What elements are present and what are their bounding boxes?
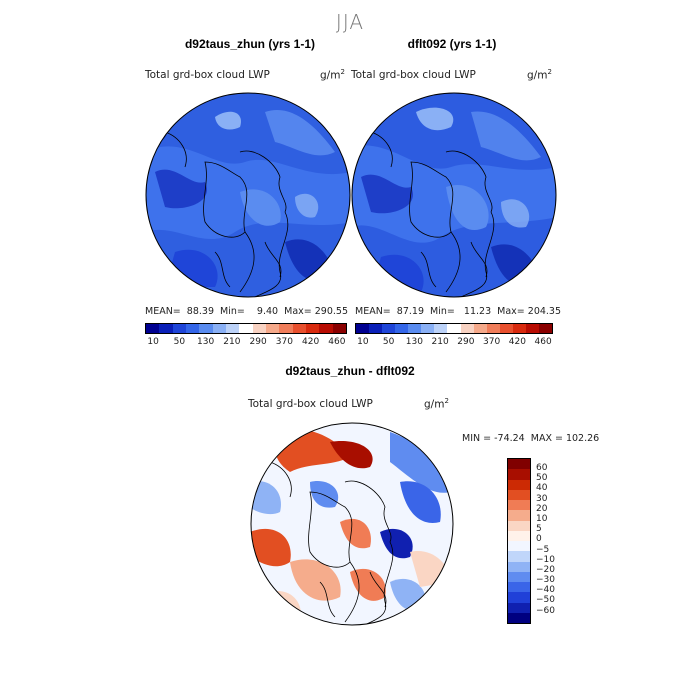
tick-label: 210 xyxy=(223,337,241,347)
diff-border xyxy=(250,422,454,626)
panel-2-map xyxy=(351,92,557,298)
tick-label: 420 xyxy=(302,337,320,347)
panel-1-unit: g/m2 xyxy=(320,68,345,82)
diff-map xyxy=(250,422,454,626)
panel-2-unit: g/m2 xyxy=(527,68,552,82)
diff-colorbar xyxy=(507,458,531,624)
tick-label: 290 xyxy=(457,337,475,347)
diff-title: d92taus_zhun - dflt092 xyxy=(285,364,415,378)
tick-label: 290 xyxy=(249,337,267,347)
tick-label: −30 xyxy=(536,575,555,586)
panel-1-border xyxy=(145,92,351,298)
tick-label: −10 xyxy=(536,554,555,565)
panel-1-field xyxy=(146,93,350,297)
panel-2-border xyxy=(351,92,557,298)
panel-1-variable: Total grd-box cloud LWP xyxy=(145,69,270,81)
tick-label: 0 xyxy=(536,534,542,545)
tick-label: −40 xyxy=(536,585,555,596)
tick-label: 460 xyxy=(534,337,552,347)
tick-label: 130 xyxy=(197,337,215,347)
tick-label: 5 xyxy=(536,524,542,535)
panel-2-colorbar xyxy=(355,323,553,334)
panel-1-title: d92taus_zhun (yrs 1-1) xyxy=(184,37,316,51)
tick-label: 370 xyxy=(483,337,501,347)
panel-2-coastlines xyxy=(370,131,495,297)
panel-2-stats: MEAN= 87.19 Min= 11.23 Max= 204.35 xyxy=(355,306,562,317)
tick-label: 10 xyxy=(536,513,548,524)
panel-1-map xyxy=(145,92,351,298)
panel-1-coastlines xyxy=(164,131,289,297)
diff-variable: Total grd-box cloud LWP xyxy=(248,398,373,410)
tick-label: 50 xyxy=(536,473,548,484)
tick-label: 370 xyxy=(275,337,293,347)
panel-2-title: dflt092 (yrs 1-1) xyxy=(407,37,497,51)
tick-label: 50 xyxy=(173,337,186,347)
tick-label: −20 xyxy=(536,564,555,575)
tick-label: 30 xyxy=(536,493,548,504)
panel-1-colorbar-ticks: 10 50 130 210 290 370 420 460 xyxy=(140,337,350,347)
tick-label: 460 xyxy=(328,337,346,347)
diff-unit: g/m2 xyxy=(424,397,449,411)
tick-label: −50 xyxy=(536,595,555,606)
tick-label: −60 xyxy=(536,605,555,616)
tick-label: 40 xyxy=(536,483,548,494)
tick-label: 130 xyxy=(405,337,423,347)
tick-label: 60 xyxy=(536,463,548,473)
panel-2-colorbar-ticks: 10 50 130 210 290 370 420 460 xyxy=(350,337,556,347)
tick-label: 210 xyxy=(431,337,449,347)
diff-colorbar-ticks: 60 50 40 30 20 10 5 0 −5 −10 −20 −30 −40… xyxy=(536,463,576,616)
panel-1-stats: MEAN= 88.39 Min= 9.40 Max= 290.55 xyxy=(145,306,348,317)
tick-label: 50 xyxy=(382,337,395,347)
diff-minmax: MIN = -74.24 MAX = 102.26 xyxy=(462,433,600,444)
tick-label: 10 xyxy=(147,337,159,347)
diff-coastlines xyxy=(269,461,394,625)
tick-label: 420 xyxy=(508,337,526,347)
tick-label: −5 xyxy=(536,544,550,555)
panel-2-variable: Total grd-box cloud LWP xyxy=(351,69,476,81)
tick-label: 20 xyxy=(536,503,548,514)
tick-label: 10 xyxy=(357,337,369,347)
season-title: JJA xyxy=(335,10,365,34)
panel-1-colorbar xyxy=(145,323,347,334)
